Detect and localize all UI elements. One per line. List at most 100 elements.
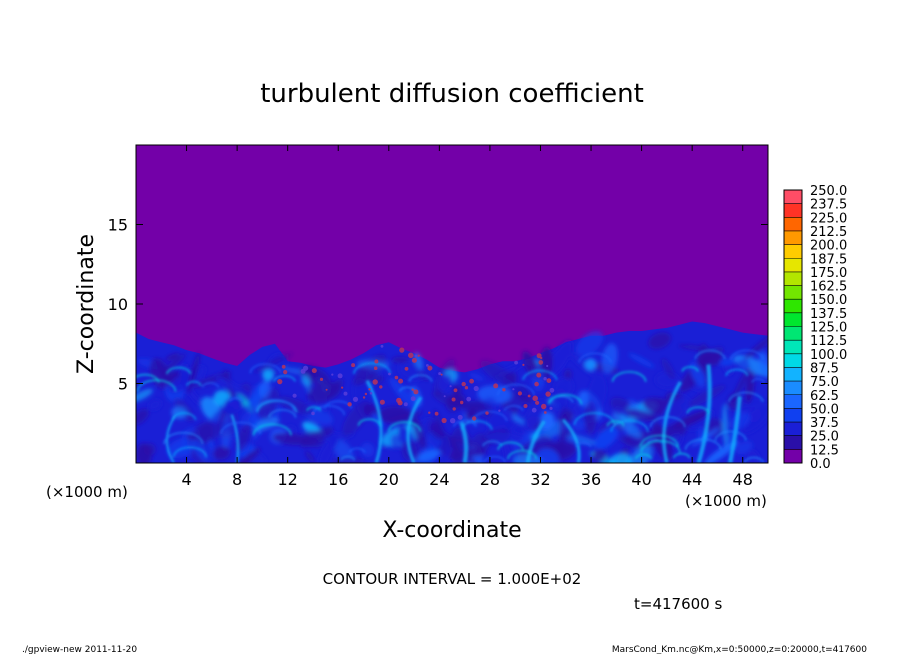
eddy — [136, 388, 153, 403]
speckle — [549, 387, 555, 393]
speckle — [502, 388, 506, 392]
x-axis-label: X-coordinate — [382, 518, 521, 543]
speckle — [549, 406, 553, 410]
colorbar-swatch — [784, 435, 802, 450]
eddy — [432, 391, 457, 407]
speckle — [369, 392, 373, 395]
eddy-arc — [729, 349, 764, 361]
eddy-arc — [357, 418, 381, 426]
eddy — [575, 331, 604, 357]
speckle — [398, 378, 404, 384]
speckle — [464, 386, 469, 390]
colorbar-swatch — [784, 203, 802, 218]
speckle — [379, 385, 383, 389]
colorbar-swatch — [784, 367, 802, 382]
x-tick-label: 8 — [232, 470, 242, 489]
eddy-arc — [171, 412, 197, 421]
eddy — [483, 396, 497, 410]
eddy — [592, 449, 606, 462]
eddy — [487, 408, 514, 431]
speckle — [452, 407, 456, 411]
speckle — [469, 378, 474, 384]
speckle — [498, 409, 501, 412]
eddy-arc — [348, 447, 366, 454]
eddy-arc — [186, 380, 202, 386]
plume — [525, 419, 546, 463]
eddy — [302, 430, 325, 448]
eddy-arc — [640, 440, 681, 453]
eddy — [628, 353, 655, 368]
eddy — [334, 440, 354, 463]
eddy — [480, 360, 516, 386]
eddy — [688, 385, 726, 407]
speckle — [414, 354, 418, 358]
eddy-arc — [453, 419, 477, 428]
eddy-arc — [646, 438, 663, 444]
eddy — [136, 408, 149, 426]
eddy — [148, 399, 162, 411]
eddy — [318, 442, 334, 463]
eddy — [272, 432, 309, 445]
eddy-arc — [229, 397, 244, 402]
speckle — [546, 378, 552, 383]
colorbar-swatch — [784, 394, 802, 409]
eddy — [558, 404, 568, 448]
colorbar-swatch — [784, 340, 802, 354]
eddy — [356, 359, 390, 369]
eddy-arc — [388, 421, 421, 432]
speckle — [443, 395, 446, 398]
eddy — [719, 358, 735, 366]
eddy — [536, 448, 560, 463]
chart-title: turbulent diffusion coefficient — [260, 79, 644, 109]
eddy — [584, 358, 597, 371]
eddy — [745, 449, 760, 463]
colorbar-label: 125.0 — [810, 321, 847, 336]
plume — [561, 418, 581, 463]
eddy — [253, 352, 293, 373]
speckle — [546, 364, 549, 368]
eddy-arc — [635, 453, 652, 460]
eddy — [449, 435, 488, 451]
speckle — [364, 392, 368, 396]
x-unit-label-left: (×1000 m) — [46, 483, 128, 501]
speckle — [347, 402, 352, 407]
eddy — [587, 374, 607, 413]
colorbar-swatch — [784, 422, 802, 436]
eddy — [365, 373, 384, 385]
eddy-arc — [547, 393, 583, 405]
speckle — [543, 411, 547, 414]
x-tick-label: 44 — [682, 470, 702, 489]
speckle — [541, 403, 547, 410]
speckle — [438, 372, 442, 376]
eddy-arc — [220, 421, 262, 435]
eddy — [390, 433, 401, 451]
speckle — [417, 354, 420, 357]
speckle — [399, 347, 405, 353]
colorbar-label: 225.0 — [810, 211, 847, 226]
x-unit-label-right: (×1000 m) — [685, 492, 767, 510]
colorbar-label: 25.0 — [810, 430, 839, 445]
eddy-arc — [522, 369, 558, 381]
eddy — [143, 443, 156, 456]
plume — [365, 379, 383, 463]
speckle — [485, 411, 489, 415]
x-axis: 4 8 12 16 20 24 28 32 36 40 44 48 — [181, 145, 753, 489]
eddy — [277, 396, 313, 415]
colorbar-label: 150.0 — [810, 293, 847, 308]
eddy-arc — [728, 391, 764, 403]
colorbar-swatch — [784, 271, 802, 286]
eddy — [187, 352, 200, 394]
speckle — [373, 366, 378, 371]
x-tick-label: 28 — [480, 470, 500, 489]
y-tick-label: 5 — [118, 375, 128, 394]
speckle — [450, 418, 456, 424]
eddy-arc — [340, 455, 356, 461]
eddy-arc — [497, 383, 535, 396]
speckle — [372, 379, 378, 385]
speckle — [473, 385, 479, 392]
eddy-arc — [575, 442, 592, 448]
speckle — [374, 359, 379, 364]
speckle — [277, 379, 283, 385]
speckle — [426, 364, 429, 367]
